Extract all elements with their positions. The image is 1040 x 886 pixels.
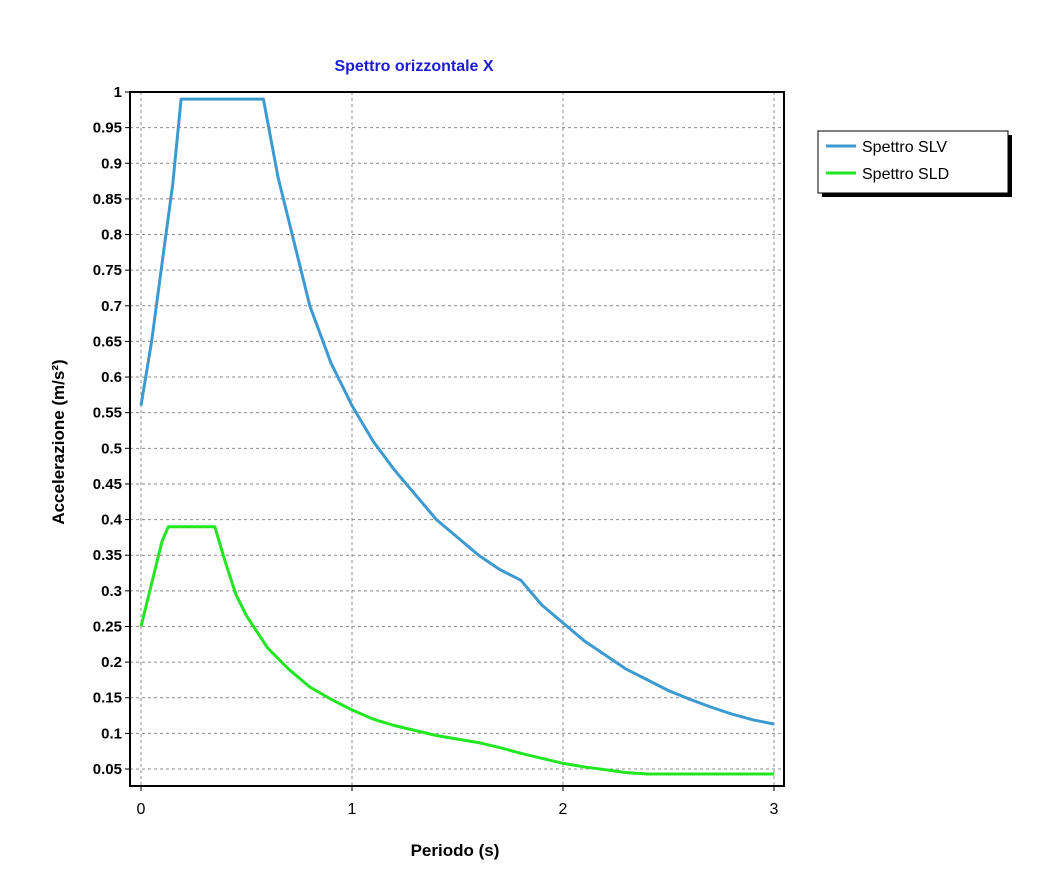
legend: Spettro SLV Spettro SLD: [817, 130, 1012, 197]
y-ticks: 0.05 0.1 0.15 0.2 0.25 0.3 0.35 0.4 0.45 0.5 0.55 0…: [93, 84, 130, 778]
y-tick-label: 0.65: [93, 333, 122, 350]
legend-label: Spettro SLV: [862, 139, 947, 156]
y-tick-label: 0.7: [101, 298, 122, 315]
y-tick-label: 0.3: [101, 583, 122, 600]
y-tick-label: 0.1: [101, 725, 122, 742]
chart-title: Spettro orizzontale X: [334, 58, 493, 75]
y-tick-label: 0.55: [93, 405, 122, 422]
y-tick-label: 0.35: [93, 547, 122, 564]
legend-box: [817, 130, 1009, 194]
y-tick-label: 0.75: [93, 262, 122, 279]
plot-frame: [129, 91, 785, 787]
x-tick-label: 2: [559, 801, 568, 818]
y-tick-label: 0.25: [93, 618, 122, 635]
y-tick-label: 0.6: [101, 369, 122, 386]
series-line-slv: [139, 97, 775, 726]
y-tick-label: 0.4: [101, 512, 123, 529]
y-tick-label: 1: [114, 84, 122, 101]
y-tick-label: 0.9: [101, 155, 122, 172]
series-layer: [139, 97, 775, 776]
x-tick-label: 3: [770, 801, 779, 818]
legend-label: Spettro SLD: [862, 166, 949, 183]
y-tick-label: 0.5: [101, 440, 122, 457]
x-tick-label: 0: [137, 801, 146, 818]
y-tick-label: 0.95: [93, 120, 122, 137]
y-tick-label: 0.8: [101, 227, 122, 244]
y-tick-label: 0.45: [93, 476, 122, 493]
x-axis-label: Periodo (s): [411, 841, 500, 860]
y-tick-label: 0.2: [101, 654, 122, 671]
series-line-sld: [139, 525, 774, 776]
y-axis-label: Accelerazione (m/s²): [49, 359, 68, 524]
chart-grid: [130, 91, 784, 786]
x-tick-label: 1: [348, 801, 357, 818]
y-tick-label: 0.85: [93, 191, 122, 208]
y-tick-label: 0.05: [93, 761, 122, 778]
y-tick-label: 0.15: [93, 690, 122, 707]
